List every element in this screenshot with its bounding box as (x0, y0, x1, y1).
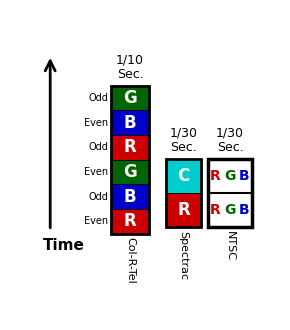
Text: R: R (177, 201, 190, 219)
Text: R: R (124, 138, 136, 156)
Bar (166, 193, 201, 227)
Text: Even: Even (84, 216, 108, 226)
Bar (111, 86, 148, 111)
Text: 1/10
Sec.: 1/10 Sec. (116, 53, 144, 81)
Text: R: R (124, 212, 136, 230)
Text: G: G (224, 203, 236, 217)
Bar (111, 135, 148, 160)
Bar (166, 159, 201, 193)
Text: B: B (124, 114, 136, 132)
Bar (111, 184, 148, 209)
Text: C: C (177, 167, 190, 185)
Text: R: R (210, 169, 221, 183)
Text: B: B (239, 169, 250, 183)
Text: Col-R-Tel: Col-R-Tel (125, 238, 135, 284)
Text: Even: Even (84, 118, 108, 128)
Text: Time: Time (42, 238, 84, 253)
Text: Spectrac: Spectrac (179, 231, 188, 280)
Text: B: B (239, 203, 250, 217)
Text: NTSC: NTSC (225, 231, 235, 261)
Bar (208, 159, 252, 227)
Bar (111, 86, 148, 234)
Text: Odd: Odd (88, 93, 108, 103)
Text: R: R (210, 203, 221, 217)
Text: B: B (124, 188, 136, 206)
Text: G: G (224, 169, 236, 183)
Bar (111, 111, 148, 135)
Text: G: G (123, 89, 137, 107)
Text: Even: Even (84, 167, 108, 177)
Text: G: G (123, 163, 137, 181)
Bar (111, 160, 148, 184)
Text: Odd: Odd (88, 192, 108, 202)
Text: 1/30
Sec.: 1/30 Sec. (216, 126, 244, 154)
Text: Odd: Odd (88, 143, 108, 152)
Bar (111, 209, 148, 234)
Bar (166, 159, 201, 227)
Text: 1/30
Sec.: 1/30 Sec. (169, 126, 197, 154)
